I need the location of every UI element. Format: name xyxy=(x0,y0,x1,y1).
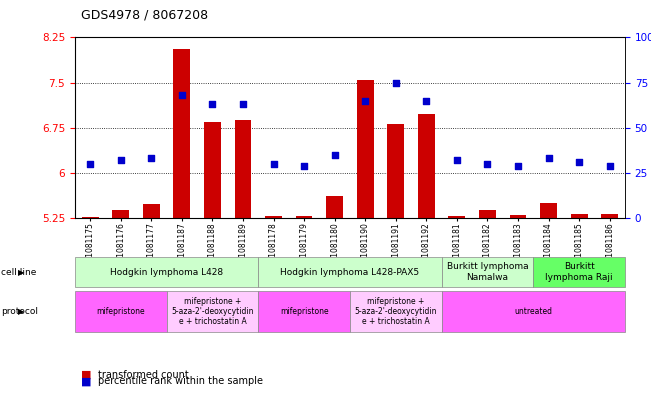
Point xyxy=(329,152,340,158)
Bar xyxy=(234,120,251,218)
Text: protocol: protocol xyxy=(1,307,38,316)
Point xyxy=(452,157,462,163)
Text: transformed count: transformed count xyxy=(98,369,188,380)
Point xyxy=(299,163,309,169)
Bar xyxy=(449,216,465,218)
Point xyxy=(176,92,187,98)
Bar xyxy=(387,123,404,218)
Bar xyxy=(296,216,312,218)
Point xyxy=(482,161,493,167)
Bar xyxy=(479,210,496,218)
Point xyxy=(391,79,401,86)
Bar xyxy=(540,203,557,218)
Point xyxy=(85,161,95,167)
Bar xyxy=(510,215,527,218)
Bar xyxy=(326,196,343,218)
Bar xyxy=(204,122,221,218)
Text: ▶: ▶ xyxy=(18,268,25,277)
Text: ▶: ▶ xyxy=(18,307,25,316)
Point xyxy=(115,157,126,163)
Text: GDS4978 / 8067208: GDS4978 / 8067208 xyxy=(81,9,208,22)
Bar xyxy=(173,50,190,218)
Bar xyxy=(265,216,282,218)
Bar xyxy=(602,214,618,218)
Text: percentile rank within the sample: percentile rank within the sample xyxy=(98,376,262,386)
Point xyxy=(207,101,217,107)
Text: ■: ■ xyxy=(81,369,92,380)
Point xyxy=(605,163,615,169)
Bar xyxy=(113,210,129,218)
Point xyxy=(421,97,432,104)
Text: Hodgkin lymphoma L428: Hodgkin lymphoma L428 xyxy=(110,268,223,277)
Text: ■: ■ xyxy=(81,376,92,386)
Point xyxy=(238,101,248,107)
Bar xyxy=(82,217,98,218)
Text: mifepristone: mifepristone xyxy=(96,307,145,316)
Point xyxy=(513,163,523,169)
Text: mifepristone +
5-aza-2'-deoxycytidin
e + trichostatin A: mifepristone + 5-aza-2'-deoxycytidin e +… xyxy=(355,297,437,326)
Point xyxy=(268,161,279,167)
Text: Burkitt
lymphoma Raji: Burkitt lymphoma Raji xyxy=(546,263,613,282)
Point xyxy=(146,155,156,162)
Bar xyxy=(357,79,374,218)
Text: Hodgkin lymphoma L428-PAX5: Hodgkin lymphoma L428-PAX5 xyxy=(281,268,419,277)
Point xyxy=(574,159,585,165)
Bar xyxy=(418,114,435,218)
Bar xyxy=(571,214,587,218)
Text: Burkitt lymphoma
Namalwa: Burkitt lymphoma Namalwa xyxy=(447,263,528,282)
Text: mifepristone +
5-aza-2'-deoxycytidin
e + trichostatin A: mifepristone + 5-aza-2'-deoxycytidin e +… xyxy=(171,297,254,326)
Point xyxy=(360,97,370,104)
Point xyxy=(544,155,554,162)
Text: cell line: cell line xyxy=(1,268,36,277)
Bar xyxy=(143,204,159,218)
Text: mifepristone: mifepristone xyxy=(280,307,328,316)
Text: untreated: untreated xyxy=(514,307,552,316)
